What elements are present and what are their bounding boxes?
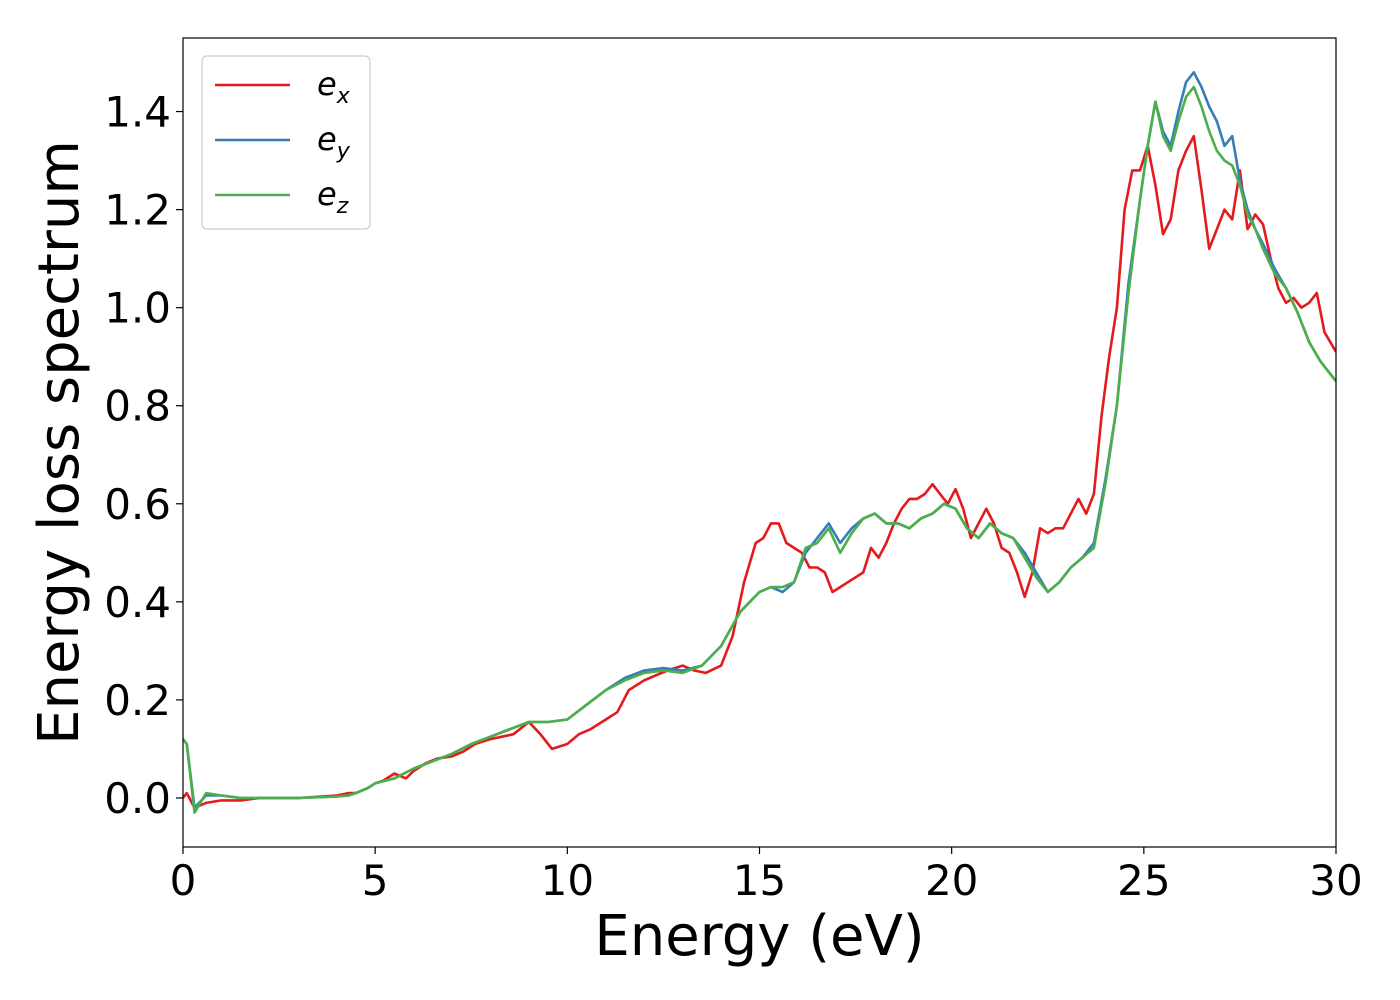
y-tick-label: 1.0: [104, 284, 171, 333]
legend-box: [201, 55, 371, 230]
x-tick-label: 5: [362, 856, 389, 905]
y-tick-label: 1.2: [104, 186, 171, 235]
legend: ex ey ez: [201, 55, 371, 230]
series-line-z: [183, 85, 1336, 815]
series-line-x: [183, 134, 1336, 810]
legend-label-z: ez: [317, 175, 349, 219]
ticks-layer: 0 5 10 15 20 25 30 0.0 0.2 0.4 0.6 0.8 1.0 1.2 1.4: [104, 88, 1363, 905]
x-axis-title: Energy (eV): [594, 904, 924, 969]
x-tick-label: 0: [170, 856, 197, 905]
y-axis-title: Energy loss spectrum: [27, 140, 92, 745]
y-tick-label: 1.4: [104, 88, 171, 137]
x-tick-label: 25: [1117, 856, 1170, 905]
legend-label-x: ex: [317, 65, 351, 109]
y-tick-label: 0.6: [104, 480, 171, 529]
y-tick-label: 0.8: [104, 382, 171, 431]
x-tick-label: 10: [541, 856, 594, 905]
y-tick-label: 0.2: [104, 676, 171, 725]
y-tick-label: 0.0: [104, 774, 171, 823]
y-tick-label: 0.4: [104, 578, 171, 627]
x-tick-label: 30: [1309, 856, 1362, 905]
legend-label-y: ey: [317, 120, 351, 164]
series-layer: [183, 71, 1336, 815]
x-tick-label: 20: [925, 856, 978, 905]
x-tick-label: 15: [733, 856, 786, 905]
